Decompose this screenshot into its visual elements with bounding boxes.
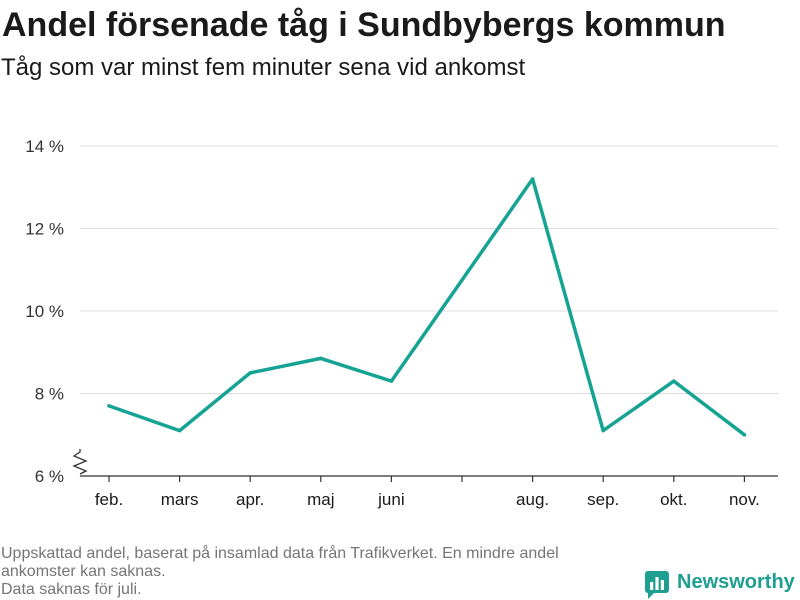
chart-subtitle: Tåg som var minst fem minuter sena vid a… — [1, 54, 526, 81]
series-line — [107, 177, 747, 437]
line-chart: 6 % 8 % 10 % 12 % 14 % feb. mars apr. maj juni aug… — [25, 137, 778, 509]
source-note-line: ankomster kan saknas. — [1, 563, 166, 580]
data-point — [742, 433, 747, 437]
x-tick-label: mars — [161, 490, 199, 509]
y-tick-label: 12 % — [25, 220, 64, 239]
data-point — [672, 379, 676, 383]
y-axis-break — [72, 449, 88, 475]
y-tick-label: 14 % — [25, 137, 64, 156]
chart-title: Andel försenade tåg i Sundbybergs kommun — [2, 6, 726, 44]
y-tick-label: 10 % — [25, 302, 64, 321]
logo-text: Newsworthy — [677, 571, 795, 593]
data-point — [530, 177, 535, 181]
x-tick-label: feb. — [95, 490, 123, 509]
x-tick-label: apr. — [236, 490, 264, 509]
data-point — [319, 356, 323, 361]
y-tick-label: 6 % — [35, 467, 64, 486]
data-point — [601, 428, 605, 433]
missing-data-note: Data saknas för juli. — [1, 581, 142, 598]
x-tick-label: nov. — [729, 490, 760, 509]
data-point — [389, 379, 394, 383]
y-tick-label: 8 % — [35, 385, 64, 404]
x-tick-label: aug. — [516, 490, 549, 509]
x-tick-label: sep. — [587, 490, 619, 509]
newsworthy-logo: Newsworthy — [645, 570, 797, 599]
x-tick-label: okt. — [660, 490, 687, 509]
data-point — [107, 404, 111, 408]
newsworthy-logo-icon — [645, 571, 669, 599]
x-tick-label: maj — [307, 490, 334, 509]
data-point — [248, 371, 252, 375]
source-note-line: Uppskattad andel, baserat på insamlad da… — [1, 545, 559, 562]
x-tick-label: juni — [377, 490, 404, 509]
data-point — [177, 428, 182, 433]
footer-notes: Uppskattad andel, baserat på insamlad da… — [1, 545, 559, 599]
